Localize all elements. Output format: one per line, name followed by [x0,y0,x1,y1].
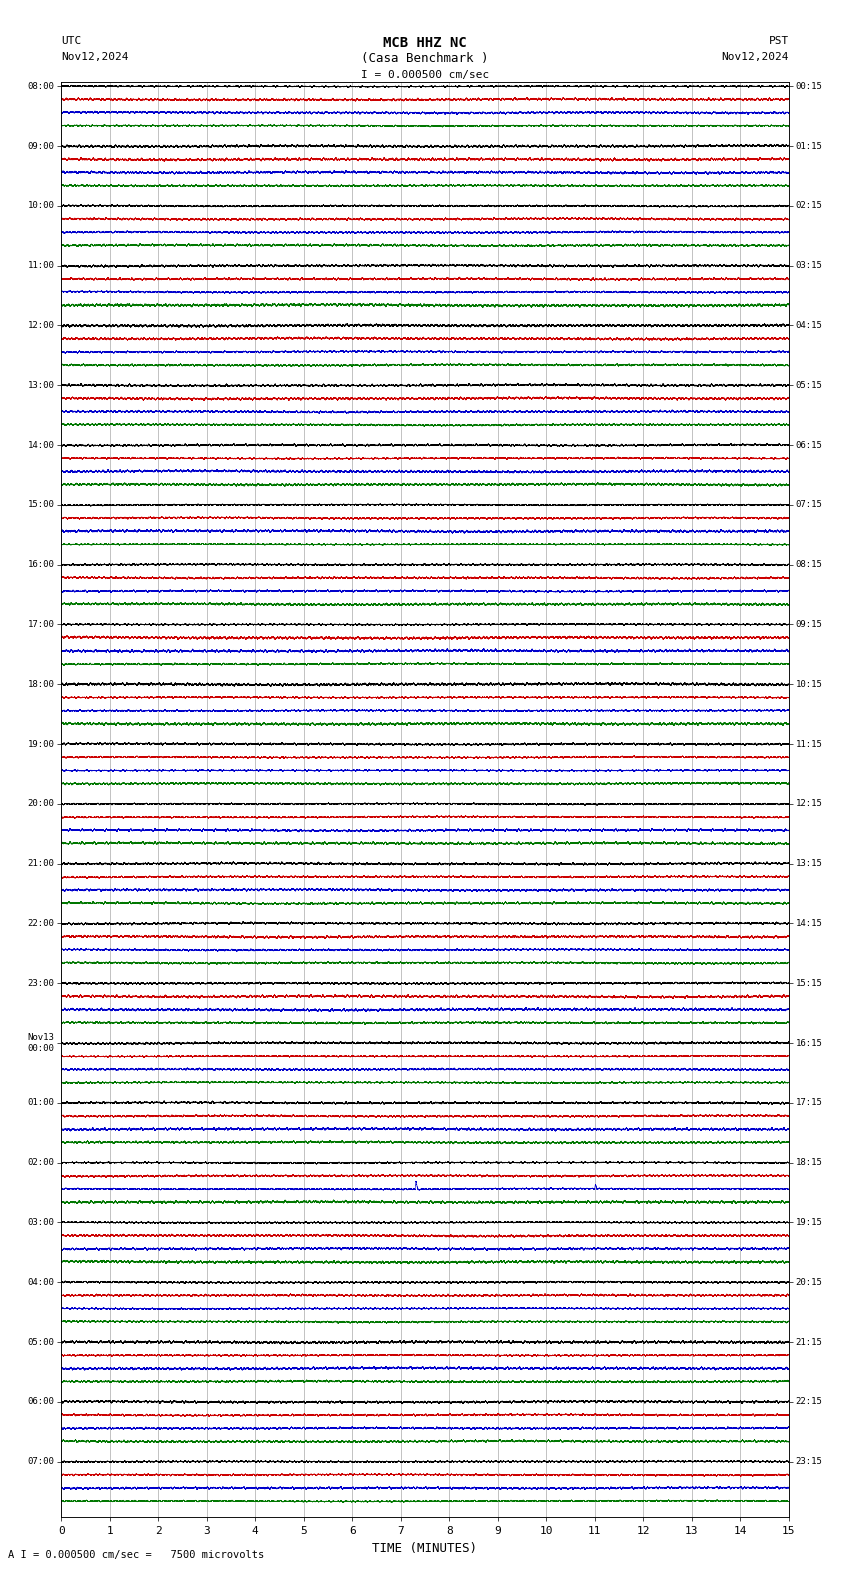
Text: I = 0.000500 cm/sec: I = 0.000500 cm/sec [361,70,489,79]
Text: UTC: UTC [61,36,82,46]
Text: PST: PST [768,36,789,46]
Text: MCB HHZ NC: MCB HHZ NC [383,36,467,51]
Text: Nov12,2024: Nov12,2024 [61,52,128,62]
X-axis label: TIME (MINUTES): TIME (MINUTES) [372,1543,478,1555]
Text: (Casa Benchmark ): (Casa Benchmark ) [361,52,489,65]
Text: A I = 0.000500 cm/sec =   7500 microvolts: A I = 0.000500 cm/sec = 7500 microvolts [8,1551,264,1560]
Text: Nov12,2024: Nov12,2024 [722,52,789,62]
